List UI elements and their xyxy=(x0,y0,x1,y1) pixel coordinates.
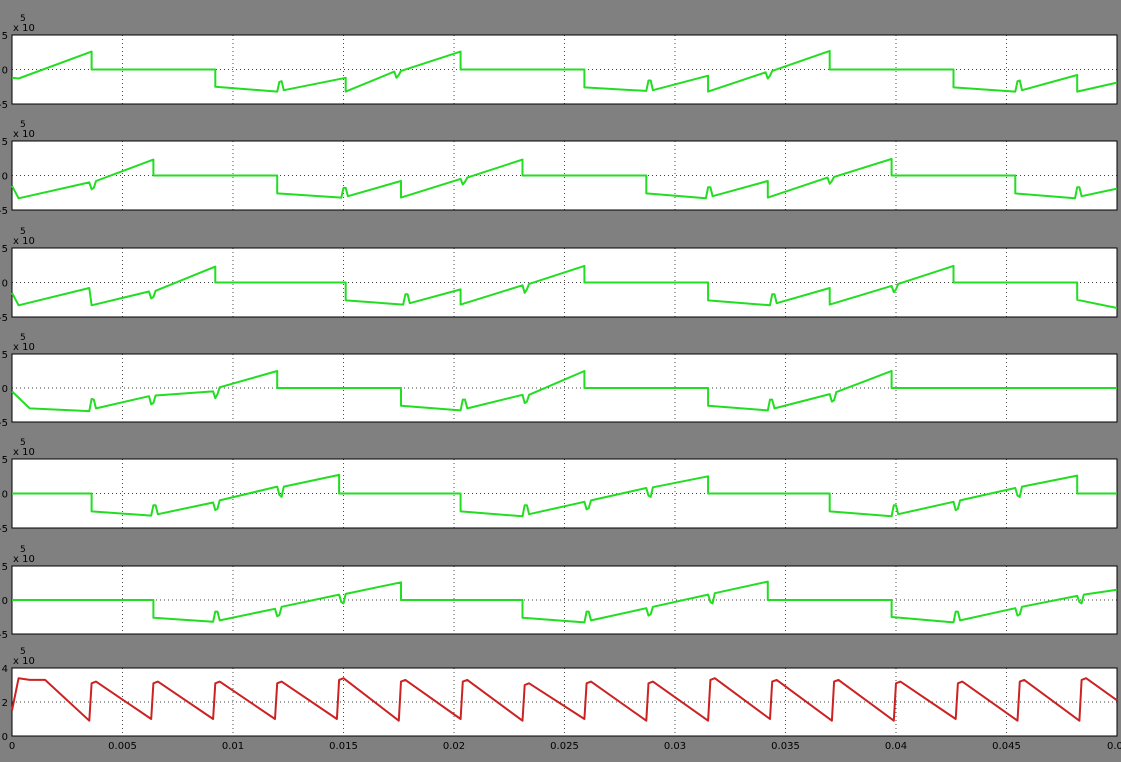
signal-trace xyxy=(11,264,1118,309)
x-tick-label: 0.01 xyxy=(222,741,244,752)
y-tick-label: 5 xyxy=(2,137,8,148)
x-tick-label: 0.02 xyxy=(443,741,465,752)
signal-trace xyxy=(11,49,1118,93)
y-multiplier-label: x 10 xyxy=(13,129,35,140)
y-tick-label: 0 xyxy=(2,596,8,607)
y-tick-label: 4 xyxy=(2,664,8,675)
x-tick-label: 0.035 xyxy=(771,741,800,752)
signal-trace xyxy=(11,677,1118,722)
x-tick-label: 0.015 xyxy=(329,741,358,752)
y-tick-label: 0 xyxy=(2,172,8,183)
scope-panel-7: 4 2 0 x 105 xyxy=(2,647,1118,743)
y-tick-label: -5 xyxy=(0,524,8,535)
signal-trace xyxy=(11,157,1118,200)
y-exponent-label: 5 xyxy=(20,545,26,555)
y-tick-label: -5 xyxy=(0,313,8,324)
y-exponent-label: 5 xyxy=(20,438,26,448)
y-tick-label: -5 xyxy=(0,630,8,641)
y-multiplier-label: x 10 xyxy=(13,554,35,565)
y-tick-label: -5 xyxy=(0,100,8,111)
y-tick-label: -5 xyxy=(0,418,8,429)
x-tick-label: 0.045 xyxy=(992,741,1021,752)
y-multiplier-label: x 10 xyxy=(13,656,35,667)
y-exponent-label: 5 xyxy=(20,647,26,657)
y-tick-label: 0 xyxy=(2,384,8,395)
y-tick-label: 0 xyxy=(2,66,8,77)
y-exponent-label: 5 xyxy=(20,14,26,24)
signal-trace xyxy=(12,580,1118,624)
signal-trace xyxy=(12,473,1117,518)
y-multiplier-label: x 10 xyxy=(13,236,35,247)
y-tick-label: 5 xyxy=(2,562,8,573)
x-tick-label: 0.03 xyxy=(664,741,686,752)
y-tick-label: 5 xyxy=(2,244,8,255)
x-tick-label: 0.025 xyxy=(550,741,579,752)
y-tick-label: 5 xyxy=(2,455,8,466)
scope-panel-6: 50-5x 105 xyxy=(0,545,1118,641)
scope-panel-3: 50-5x 105 xyxy=(0,227,1118,324)
y-exponent-label: 5 xyxy=(20,120,26,130)
y-tick-label: 2 xyxy=(2,698,8,709)
y-tick-label: 5 xyxy=(2,350,8,361)
x-tick-label: 0.04 xyxy=(885,741,907,752)
y-multiplier-label: x 10 xyxy=(13,23,35,34)
y-multiplier-label: x 10 xyxy=(13,447,35,458)
scope-panel-1: 50-5x 105 xyxy=(0,14,1118,111)
y-tick-label: 0 xyxy=(2,490,8,501)
y-tick-label: 0 xyxy=(2,732,8,743)
y-tick-label: 5 xyxy=(2,31,8,42)
scope-panel-2: 50-5x 105 xyxy=(0,120,1118,217)
x-tick-label: 0.005 xyxy=(108,741,137,752)
scope-panel-5: 50-5x 105 xyxy=(0,438,1118,535)
x-tick-label: 0.0 xyxy=(1107,741,1121,752)
x-tick-label: 0 xyxy=(9,741,15,752)
y-tick-label: -5 xyxy=(0,206,8,217)
signal-trace xyxy=(11,370,1117,413)
y-multiplier-label: x 10 xyxy=(13,342,35,353)
y-tick-label: 0 xyxy=(2,279,8,290)
scope-panel-4: 50-5x 105 xyxy=(0,333,1118,429)
y-exponent-label: 5 xyxy=(20,333,26,343)
y-exponent-label: 5 xyxy=(20,227,26,237)
